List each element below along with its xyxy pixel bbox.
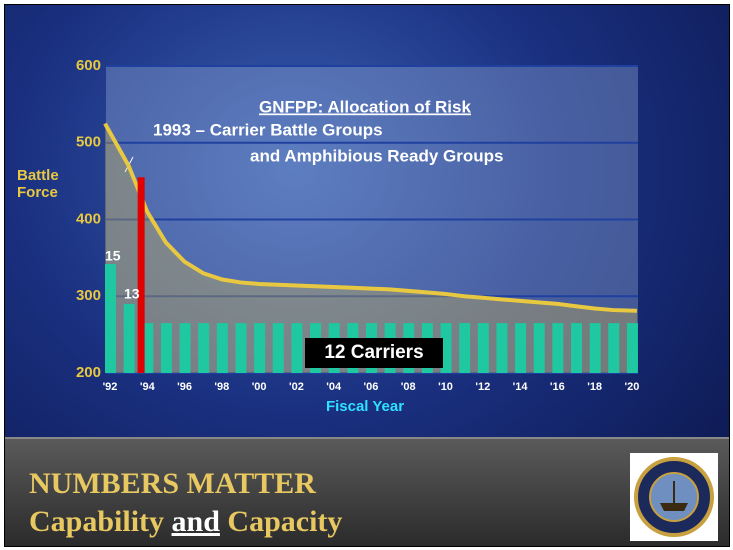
bar (440, 323, 452, 373)
bar (179, 323, 191, 373)
x-tick-label: '12 (475, 381, 490, 393)
y-tick-label: 400 (76, 210, 101, 227)
bar (105, 264, 116, 373)
bar (254, 323, 266, 373)
x-tick-label: '02 (289, 381, 304, 393)
annotation: 13 (124, 286, 140, 302)
text: and (171, 505, 220, 538)
y-tick-label: 200 (76, 364, 101, 381)
bar (291, 323, 303, 373)
slide: GNFPP: Allocation of Risk 1993 – Carrier… (4, 4, 730, 547)
x-tick-label: '08 (401, 381, 416, 393)
x-tick-label: '10 (438, 381, 453, 393)
x-tick-label: '96 (177, 381, 192, 393)
footer: NUMBERS MATTER Capability and Capacity (5, 437, 729, 546)
x-tick-label: '14 (513, 381, 529, 393)
x-axis-label: Fiscal Year (326, 398, 404, 415)
x-tick-label: '00 (252, 381, 267, 393)
y-tick-label: 500 (76, 134, 101, 151)
x-tick-label: '94 (140, 381, 156, 393)
bar (142, 323, 154, 373)
x-tick-label: '20 (624, 381, 639, 393)
x-tick-label: '04 (326, 381, 342, 393)
y-tick-label: 300 (76, 287, 101, 304)
x-tick-label: '92 (103, 381, 118, 393)
line (103, 122, 637, 313)
x-tick-label: '18 (587, 381, 602, 393)
bar (459, 323, 471, 373)
bar (123, 303, 135, 373)
seal (630, 453, 718, 541)
x-tick-label: '16 (550, 381, 565, 393)
bar (160, 323, 172, 373)
x-tick-label: '98 (214, 381, 229, 393)
chart-subtitle: and Amphibious Ready Groups (250, 146, 503, 165)
footer-subtitle: Capability and Capacity (29, 505, 342, 539)
chart: GNFPP: Allocation of Risk 1993 – Carrier… (76, 57, 639, 415)
text: Capacity (219, 505, 343, 538)
footer-title: NUMBERS MATTER (29, 467, 316, 500)
annotation: 15 (105, 248, 121, 264)
y-axis-label: Battle Force (17, 167, 59, 201)
bar (496, 323, 508, 373)
bar (533, 323, 545, 373)
annotation: 12 Carriers (324, 342, 423, 363)
bar (626, 323, 638, 373)
area (105, 123, 637, 373)
chart-title: GNFPP: Allocation of Risk (259, 97, 471, 116)
bar (198, 323, 210, 373)
x-tick-label: '06 (364, 381, 379, 393)
annotation-box (305, 338, 443, 368)
bar (515, 323, 527, 373)
bar (552, 323, 564, 373)
text: Capability (29, 505, 172, 538)
bar (571, 323, 582, 373)
chart-subtitle: 1993 – Carrier Battle Groups (153, 120, 383, 139)
y-tick-label: 600 (76, 57, 101, 74)
bar (235, 323, 247, 373)
bar (272, 323, 284, 373)
bar (137, 177, 145, 373)
bar (216, 323, 228, 373)
bar (477, 323, 489, 373)
bar (608, 323, 620, 373)
bar (589, 323, 601, 373)
